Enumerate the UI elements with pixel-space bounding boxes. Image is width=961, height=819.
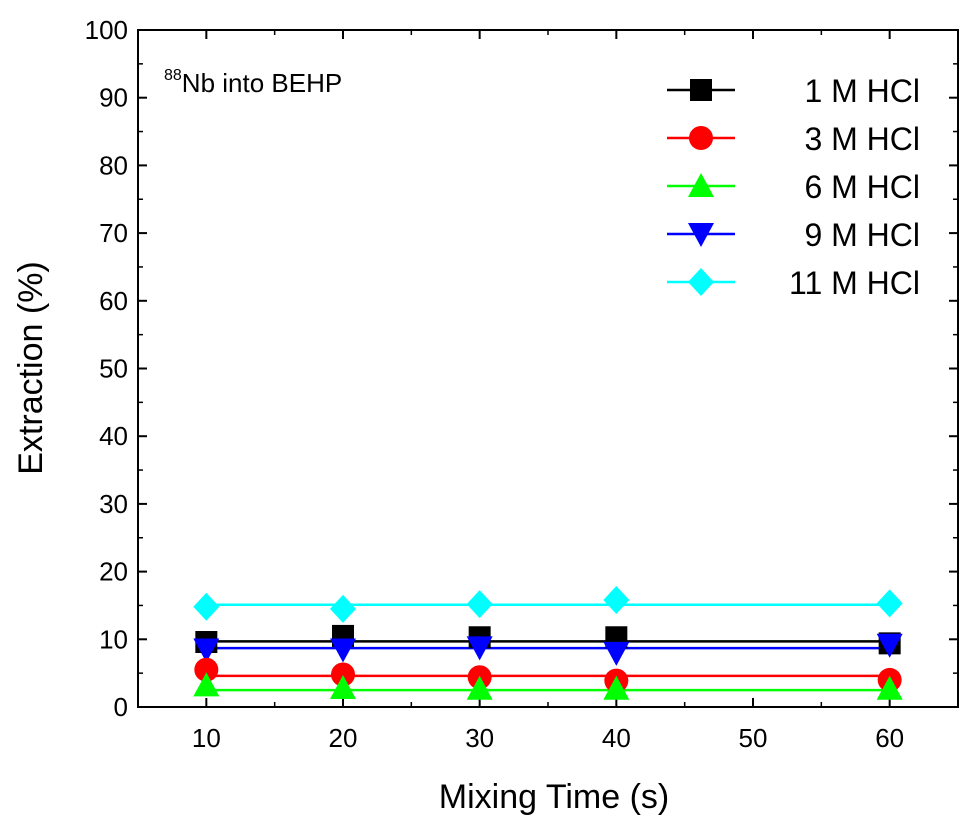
data-point bbox=[876, 589, 903, 618]
legend-label: 6 M HCl bbox=[804, 169, 920, 205]
x-tick-label: 40 bbox=[602, 723, 631, 753]
legend-label: 11 M HCl bbox=[789, 265, 920, 301]
annotation: 88Nb into BEHP bbox=[164, 67, 342, 98]
legend: 1 M HCl 3 M HCl 6 M HCl 9 M HCl 11 M HCl bbox=[667, 73, 920, 301]
y-tick-label: 40 bbox=[99, 421, 128, 451]
data-point bbox=[193, 638, 220, 663]
y-tick-label: 70 bbox=[99, 218, 128, 248]
legend-marker bbox=[688, 173, 714, 197]
annotation-text: Nb into BEHP bbox=[182, 68, 342, 98]
data-point bbox=[876, 675, 903, 700]
legend-label: 1 M HCl bbox=[804, 73, 920, 109]
data-point bbox=[193, 672, 220, 697]
y-tick-label: 0 bbox=[114, 692, 128, 722]
x-tick-label: 30 bbox=[465, 723, 494, 753]
y-tick-label: 100 bbox=[85, 15, 128, 45]
data-point bbox=[466, 675, 493, 700]
legend-label: 3 M HCl bbox=[804, 121, 920, 157]
data-point bbox=[330, 594, 356, 623]
data-point bbox=[603, 641, 630, 666]
y-axis-title: Extraction (%) bbox=[12, 261, 50, 475]
x-tick-label: 60 bbox=[875, 723, 904, 753]
data-point bbox=[603, 675, 630, 700]
y-tick-label: 50 bbox=[99, 354, 128, 384]
legend-marker bbox=[689, 126, 713, 150]
data-point bbox=[194, 657, 219, 682]
axis-ticks: 0 10 20 30 40 50 60 70 80 90 100 10 20 30 40 50 60 bbox=[85, 15, 959, 753]
y-tick-label: 60 bbox=[99, 286, 128, 316]
x-tick-label: 20 bbox=[329, 723, 358, 753]
x-tick-label: 10 bbox=[192, 723, 221, 753]
y-tick-label: 80 bbox=[99, 150, 128, 180]
data-point bbox=[331, 662, 355, 687]
data-point bbox=[603, 586, 630, 615]
data-point bbox=[466, 590, 493, 619]
legend-label: 9 M HCl bbox=[804, 217, 920, 253]
data-point bbox=[876, 633, 903, 658]
y-tick-label: 30 bbox=[99, 489, 128, 519]
data-point bbox=[193, 592, 220, 621]
y-tick-label: 10 bbox=[99, 624, 128, 654]
data-point bbox=[466, 636, 493, 661]
legend-marker bbox=[688, 223, 714, 247]
x-axis-title: Mixing Time (s) bbox=[439, 778, 669, 816]
y-tick-label: 90 bbox=[99, 83, 128, 113]
x-tick-label: 50 bbox=[739, 723, 768, 753]
data-point bbox=[330, 638, 356, 663]
legend-marker bbox=[688, 268, 714, 296]
series-layer bbox=[193, 586, 903, 700]
legend-marker bbox=[690, 79, 712, 101]
annotation-superscript: 88 bbox=[164, 67, 182, 84]
y-tick-label: 20 bbox=[99, 557, 128, 587]
data-point bbox=[330, 675, 356, 700]
